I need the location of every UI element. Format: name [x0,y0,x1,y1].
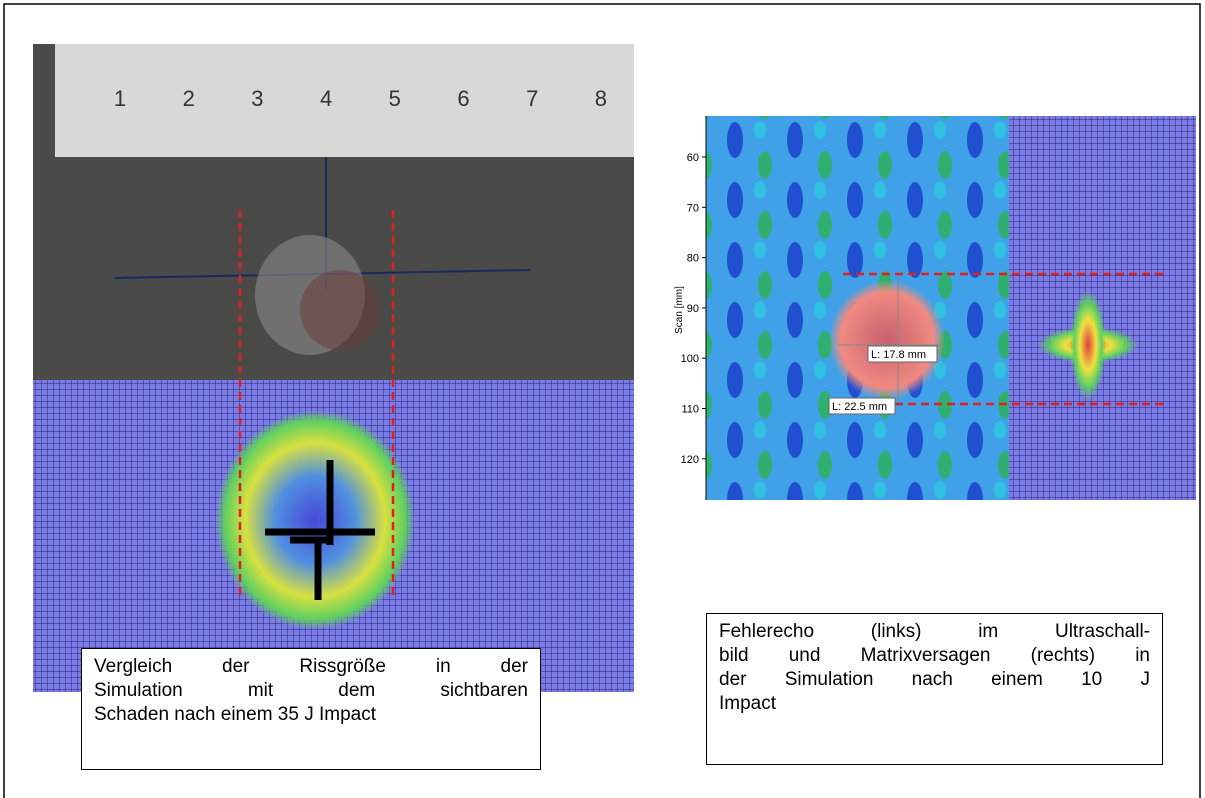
caption: Fehlerecho (links) im Ultraschall-bild u… [706,613,1163,765]
ruler-label: 8 [595,86,607,111]
simulation-grid [1009,116,1196,500]
ruler-label: 3 [251,86,263,111]
tick-label: 60 [687,152,699,164]
measurement-label: L: 17.8 mm [871,349,926,361]
ruler [55,44,634,157]
tick-label: 70 [687,202,699,214]
caption-line: Simulation mit dem sichtbaren [94,679,528,703]
caption-line: der Simulation nach einem 10 J [719,668,1150,692]
page: 1 2 3 4 5 6 7 8 Scan [mm] 60 70 80 90 100 110 120 L: … [0,0,1205,798]
tick-label: 120 [681,454,699,466]
tick-label: 100 [681,353,699,365]
ruler-label: 7 [526,86,538,111]
damage [300,270,380,350]
ruler-label: 2 [183,86,195,111]
tick-label: 80 [687,253,699,265]
tick-label: 110 [681,404,699,416]
caption-line: Fehlerecho (links) im Ultraschall- [719,620,1150,644]
caption-line: bild und Matrixversagen (rechts) in [719,644,1150,668]
tick-label: 90 [687,303,699,315]
ruler-label: 6 [457,86,469,111]
axis-label: Scan [mm] [674,286,685,334]
measurement-label: L: 22.5 mm [832,401,887,413]
defect [829,280,945,400]
caption-line: Impact [719,692,1150,716]
ruler-label: 4 [320,86,332,111]
simulation-damage [1070,290,1106,400]
caption-line: Vergleich der Rissgröße in der [94,655,528,679]
caption-line: Schaden nach einem 35 J Impact [94,703,528,727]
ruler-label: 5 [389,86,401,111]
ruler-label: 1 [114,86,126,111]
